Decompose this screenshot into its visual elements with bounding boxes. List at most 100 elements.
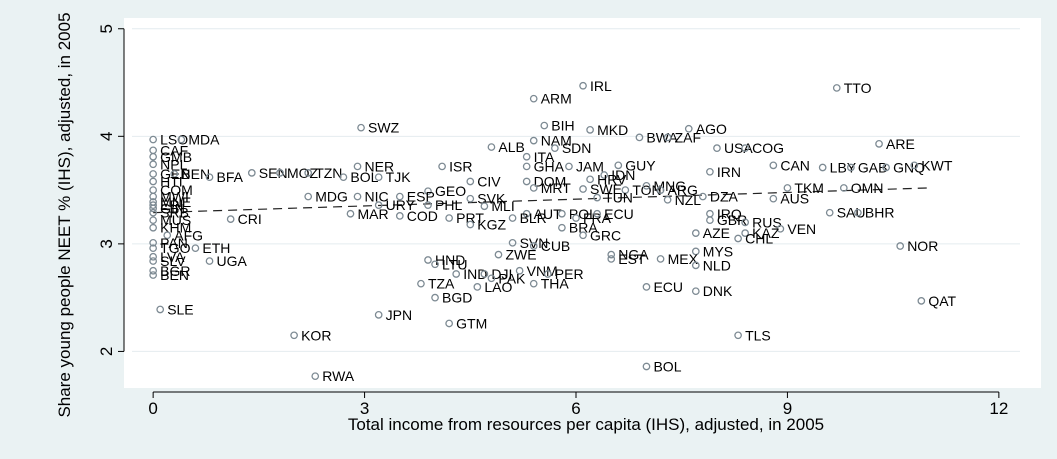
data-point-label: TTO — [844, 80, 872, 96]
data-point-marker — [635, 133, 644, 142]
data-point-label: ERI — [160, 197, 183, 213]
y-tick-label: 2 — [97, 347, 116, 356]
data-point-label: IRL — [590, 78, 612, 94]
data-point-marker — [445, 319, 453, 328]
x-tick-label: 9 — [783, 399, 792, 418]
data-point-label: RWA — [322, 368, 355, 384]
data-point-label: BEN — [181, 166, 210, 182]
data-point-marker — [149, 252, 157, 261]
data-point-label: MRT — [541, 180, 572, 196]
data-point-label: HND — [435, 252, 465, 268]
data-point-label: BEN — [160, 267, 189, 283]
data-point-label: ARG — [668, 182, 698, 198]
data-point-marker — [487, 143, 496, 151]
data-point-label: LVA — [160, 249, 185, 265]
data-point-marker — [149, 223, 157, 232]
data-point-marker — [353, 192, 362, 201]
data-point-marker — [346, 209, 355, 218]
data-point-marker — [663, 133, 672, 142]
data-point-marker — [882, 163, 890, 172]
data-point-marker — [734, 331, 742, 340]
data-point-label: HRV — [597, 171, 627, 187]
data-point-marker — [529, 242, 538, 250]
data-point-marker — [529, 184, 538, 192]
data-point-marker — [522, 177, 531, 186]
data-point-marker — [917, 297, 926, 305]
data-point-label: ESP — [407, 189, 435, 205]
data-point-marker — [395, 192, 404, 201]
data-point-marker — [191, 244, 200, 253]
data-point-marker — [684, 124, 693, 133]
data-point-label: MDG — [315, 189, 348, 205]
data-point-label: BOL — [653, 358, 681, 374]
data-point-label: OMN — [851, 180, 884, 196]
data-point-marker — [776, 224, 785, 233]
data-point-label: CUB — [541, 238, 571, 254]
data-point-label: GMB — [160, 149, 192, 165]
data-point-marker — [508, 238, 517, 247]
data-point-label: LTU — [442, 256, 467, 272]
data-point-label: HTI — [160, 173, 183, 189]
data-point-marker — [149, 177, 157, 186]
data-point-marker — [600, 171, 609, 179]
data-point-marker — [691, 247, 700, 256]
fit-line — [153, 187, 929, 214]
data-point-label: GTM — [456, 315, 487, 331]
data-point-label: MYS — [703, 243, 733, 259]
data-point-label: ARM — [541, 91, 572, 107]
y-tick-label: 4 — [97, 132, 116, 141]
data-point-marker — [374, 311, 383, 319]
data-point-marker — [706, 167, 714, 176]
data-point-label: MNG — [653, 178, 686, 194]
data-point-label: BFA — [217, 169, 244, 185]
fit-line-group — [153, 187, 929, 214]
data-point-label: CRI — [238, 211, 262, 227]
data-point-marker — [558, 209, 566, 218]
data-point-marker — [691, 261, 700, 270]
data-point-marker — [374, 173, 383, 182]
data-point-marker — [466, 177, 475, 186]
data-point-label: ITA — [534, 149, 555, 165]
data-point-label: ECU — [604, 206, 634, 222]
data-point-label: FRA — [583, 210, 612, 226]
data-point-label: GBR — [717, 212, 747, 228]
data-point-label: GHA — [534, 158, 565, 174]
data-point-marker — [226, 215, 235, 223]
data-point-marker — [149, 152, 157, 161]
data-point-marker — [149, 266, 157, 275]
data-point-marker — [353, 162, 362, 171]
data-point-marker — [304, 192, 313, 201]
data-point-label: DNK — [703, 283, 733, 299]
data-point-label: LBY — [830, 160, 857, 176]
data-point-label: SEN — [259, 165, 288, 181]
data-point-marker — [656, 255, 665, 263]
data-point-label: SAU — [837, 205, 866, 221]
data-point-label: MEX — [668, 251, 699, 267]
data-point-label: ARE — [886, 136, 915, 152]
x-tick-label: 6 — [571, 399, 580, 418]
data-point-marker — [149, 160, 157, 169]
data-point-label: BOL — [350, 169, 378, 185]
data-point-label: KAZ — [752, 225, 780, 241]
data-point-marker — [558, 223, 566, 232]
data-point-marker — [910, 161, 919, 170]
data-point-label: SRB — [160, 205, 189, 221]
data-point-label: PAN — [160, 235, 188, 251]
data-point-label: ETH — [202, 240, 230, 256]
data-point-label: ZWE — [505, 247, 536, 263]
data-point-marker — [480, 270, 489, 278]
data-point-label: SWE — [590, 181, 622, 197]
data-point-label: BGR — [160, 263, 190, 279]
data-point-label: AGO — [696, 121, 727, 137]
data-point-marker — [586, 126, 594, 134]
data-point-marker — [691, 287, 700, 296]
data-point-label: RUS — [752, 214, 782, 230]
data-point-label: DZA — [710, 189, 739, 205]
data-point-label: COG — [752, 140, 784, 156]
data-point-marker — [642, 181, 651, 190]
data-point-label: GAB — [858, 160, 888, 176]
data-point-marker — [149, 208, 157, 217]
data-point-marker — [699, 192, 707, 201]
data-point-marker — [522, 162, 531, 171]
data-point-label: IRQ — [717, 206, 742, 222]
